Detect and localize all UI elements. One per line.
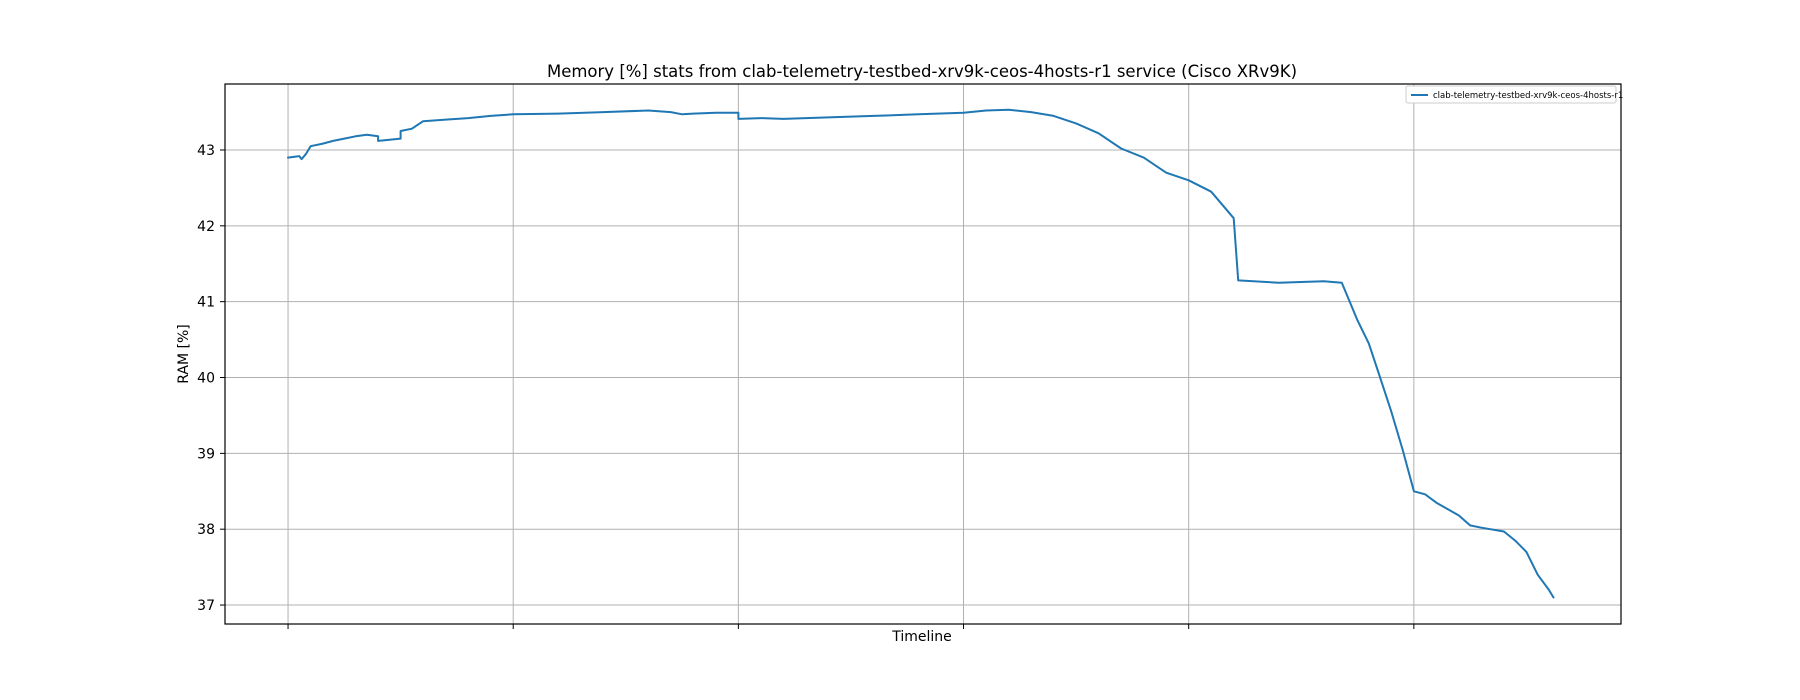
y-axis-label: RAM [%] — [176, 324, 192, 384]
y-tick-label: 42 — [197, 219, 215, 235]
legend-box — [1405, 85, 1617, 104]
y-tick-label: 38 — [197, 522, 215, 538]
y-tick-label: 37 — [197, 598, 215, 614]
legend-label: clab-telemetry-testbed-xrv9k-ceos-4hosts… — [1433, 91, 1623, 101]
chart-title: Memory [%] stats from clab-telemetry-tes… — [547, 62, 1297, 81]
ticks-layer: 37 38 39 40 41 42 43 — [197, 143, 1415, 629]
y-tick-label: 39 — [197, 446, 215, 462]
series-line-ram — [287, 108, 1555, 599]
plot-frame — [224, 83, 1622, 625]
y-tick-label: 41 — [197, 295, 215, 311]
y-tick-label: 43 — [197, 143, 215, 159]
series-layer — [287, 108, 1555, 599]
legend: clab-telemetry-testbed-xrv9k-ceos-4hosts… — [1405, 85, 1623, 104]
grid-layer — [225, 84, 1621, 624]
x-axis-label: Timeline — [891, 629, 952, 645]
y-tick-label: 40 — [197, 371, 215, 387]
